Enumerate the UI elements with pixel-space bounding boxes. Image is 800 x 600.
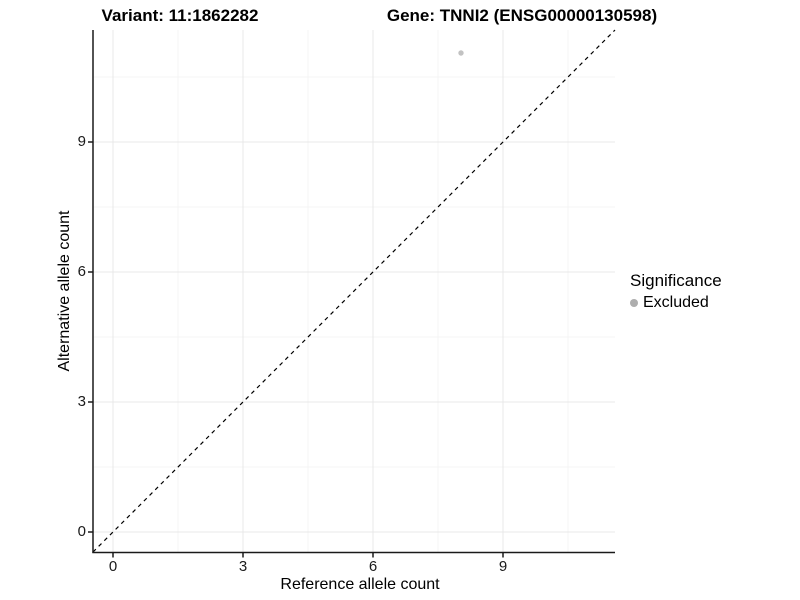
y-axis-title: Alternative allele count [56,210,73,372]
legend-title: Significance [630,271,722,290]
x-tick-label-9: 9 [498,558,508,575]
identity-line [92,29,616,553]
x-tick-label-3: 3 [238,558,248,575]
legend: Significance Excluded [630,271,722,312]
axis-lines [92,30,615,554]
legend-key-dot-icon [630,299,638,307]
title-gene: Gene: TNNI2 (ENSG00000130598) [386,6,658,25]
x-tick-label-6: 6 [368,558,378,575]
x-axis-title: Reference allele count [280,576,440,593]
y-tick-label-3: 3 [77,393,86,410]
legend-item-excluded: Excluded [630,294,722,312]
y-tick-label-6: 6 [77,263,86,280]
data-point-excluded [458,50,464,56]
y-tick-label-9: 9 [77,133,86,150]
title-variant: Variant: 11:1862282 [101,6,259,25]
axis-tick-marks [88,141,504,558]
legend-item-label: Excluded [643,294,709,311]
grid-major [93,30,615,552]
grid-minor [93,30,615,552]
y-tick-label-0: 0 [77,523,86,540]
x-tick-label-0: 0 [108,558,118,575]
